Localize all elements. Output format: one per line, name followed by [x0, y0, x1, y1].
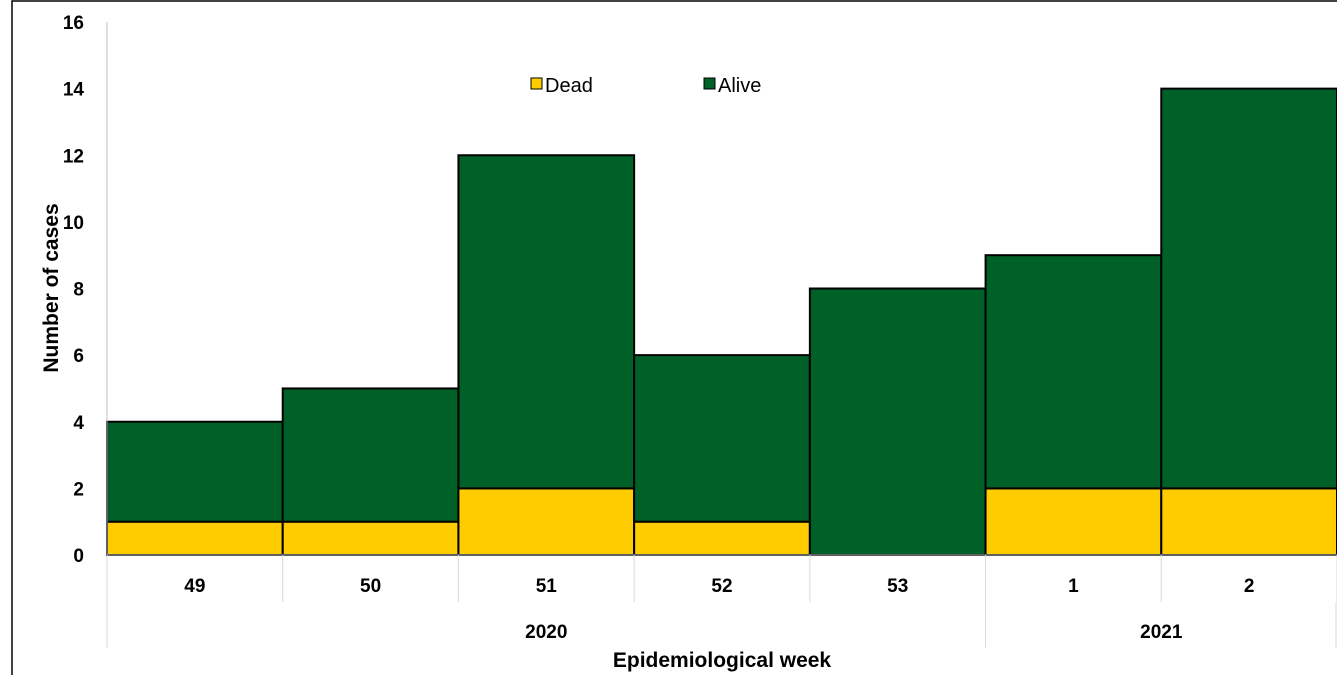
y-tick-label: 2: [73, 479, 84, 500]
bar-alive-51: [457, 154, 636, 490]
y-tick-label: 8: [73, 280, 84, 301]
legend-swatch-alive: [703, 77, 716, 90]
x-tick-label: 51: [536, 576, 558, 597]
bar-alive-2: [1160, 87, 1337, 490]
x-tick-label: 53: [887, 576, 908, 597]
legend-label-dead: Dead: [545, 75, 593, 97]
x-tick-label: 1: [1068, 576, 1079, 597]
x-tick-label: 52: [711, 576, 732, 597]
bar-dead-2: [1160, 487, 1337, 556]
y-tick-label: 0: [73, 546, 84, 567]
x-tick-label: 49: [184, 576, 205, 597]
y-tick-label: 4: [73, 413, 84, 434]
y-tick-label: 14: [63, 80, 85, 101]
legend-label-alive: Alive: [718, 75, 761, 97]
x-tick-label: 50: [360, 576, 381, 597]
bar-alive-1: [984, 254, 1163, 490]
x-tick-label: 2: [1244, 576, 1255, 597]
bar-dead-51: [457, 487, 636, 556]
y-tick-label: 6: [73, 346, 84, 367]
bar-alive-50: [281, 387, 460, 523]
chart-border: [11, 0, 1337, 680]
x-group-label: 2021: [1140, 622, 1183, 643]
y-tick-label: 10: [63, 213, 84, 234]
legend-swatch-dead: [530, 77, 543, 90]
bar-dead-50: [281, 520, 460, 556]
bar-dead-49: [106, 520, 284, 556]
y-axis-title: Number of cases: [40, 203, 63, 372]
bar-alive-52: [633, 354, 811, 523]
bar-dead-1: [984, 487, 1163, 556]
y-tick-label: 16: [63, 13, 84, 34]
x-axis-title: Epidemiological week: [613, 649, 832, 672]
x-group-label: 2020: [525, 622, 567, 643]
bar-alive-53: [808, 287, 987, 556]
bar-alive-49: [106, 420, 284, 523]
bar-dead-52: [633, 520, 811, 556]
y-tick-label: 12: [63, 146, 84, 167]
